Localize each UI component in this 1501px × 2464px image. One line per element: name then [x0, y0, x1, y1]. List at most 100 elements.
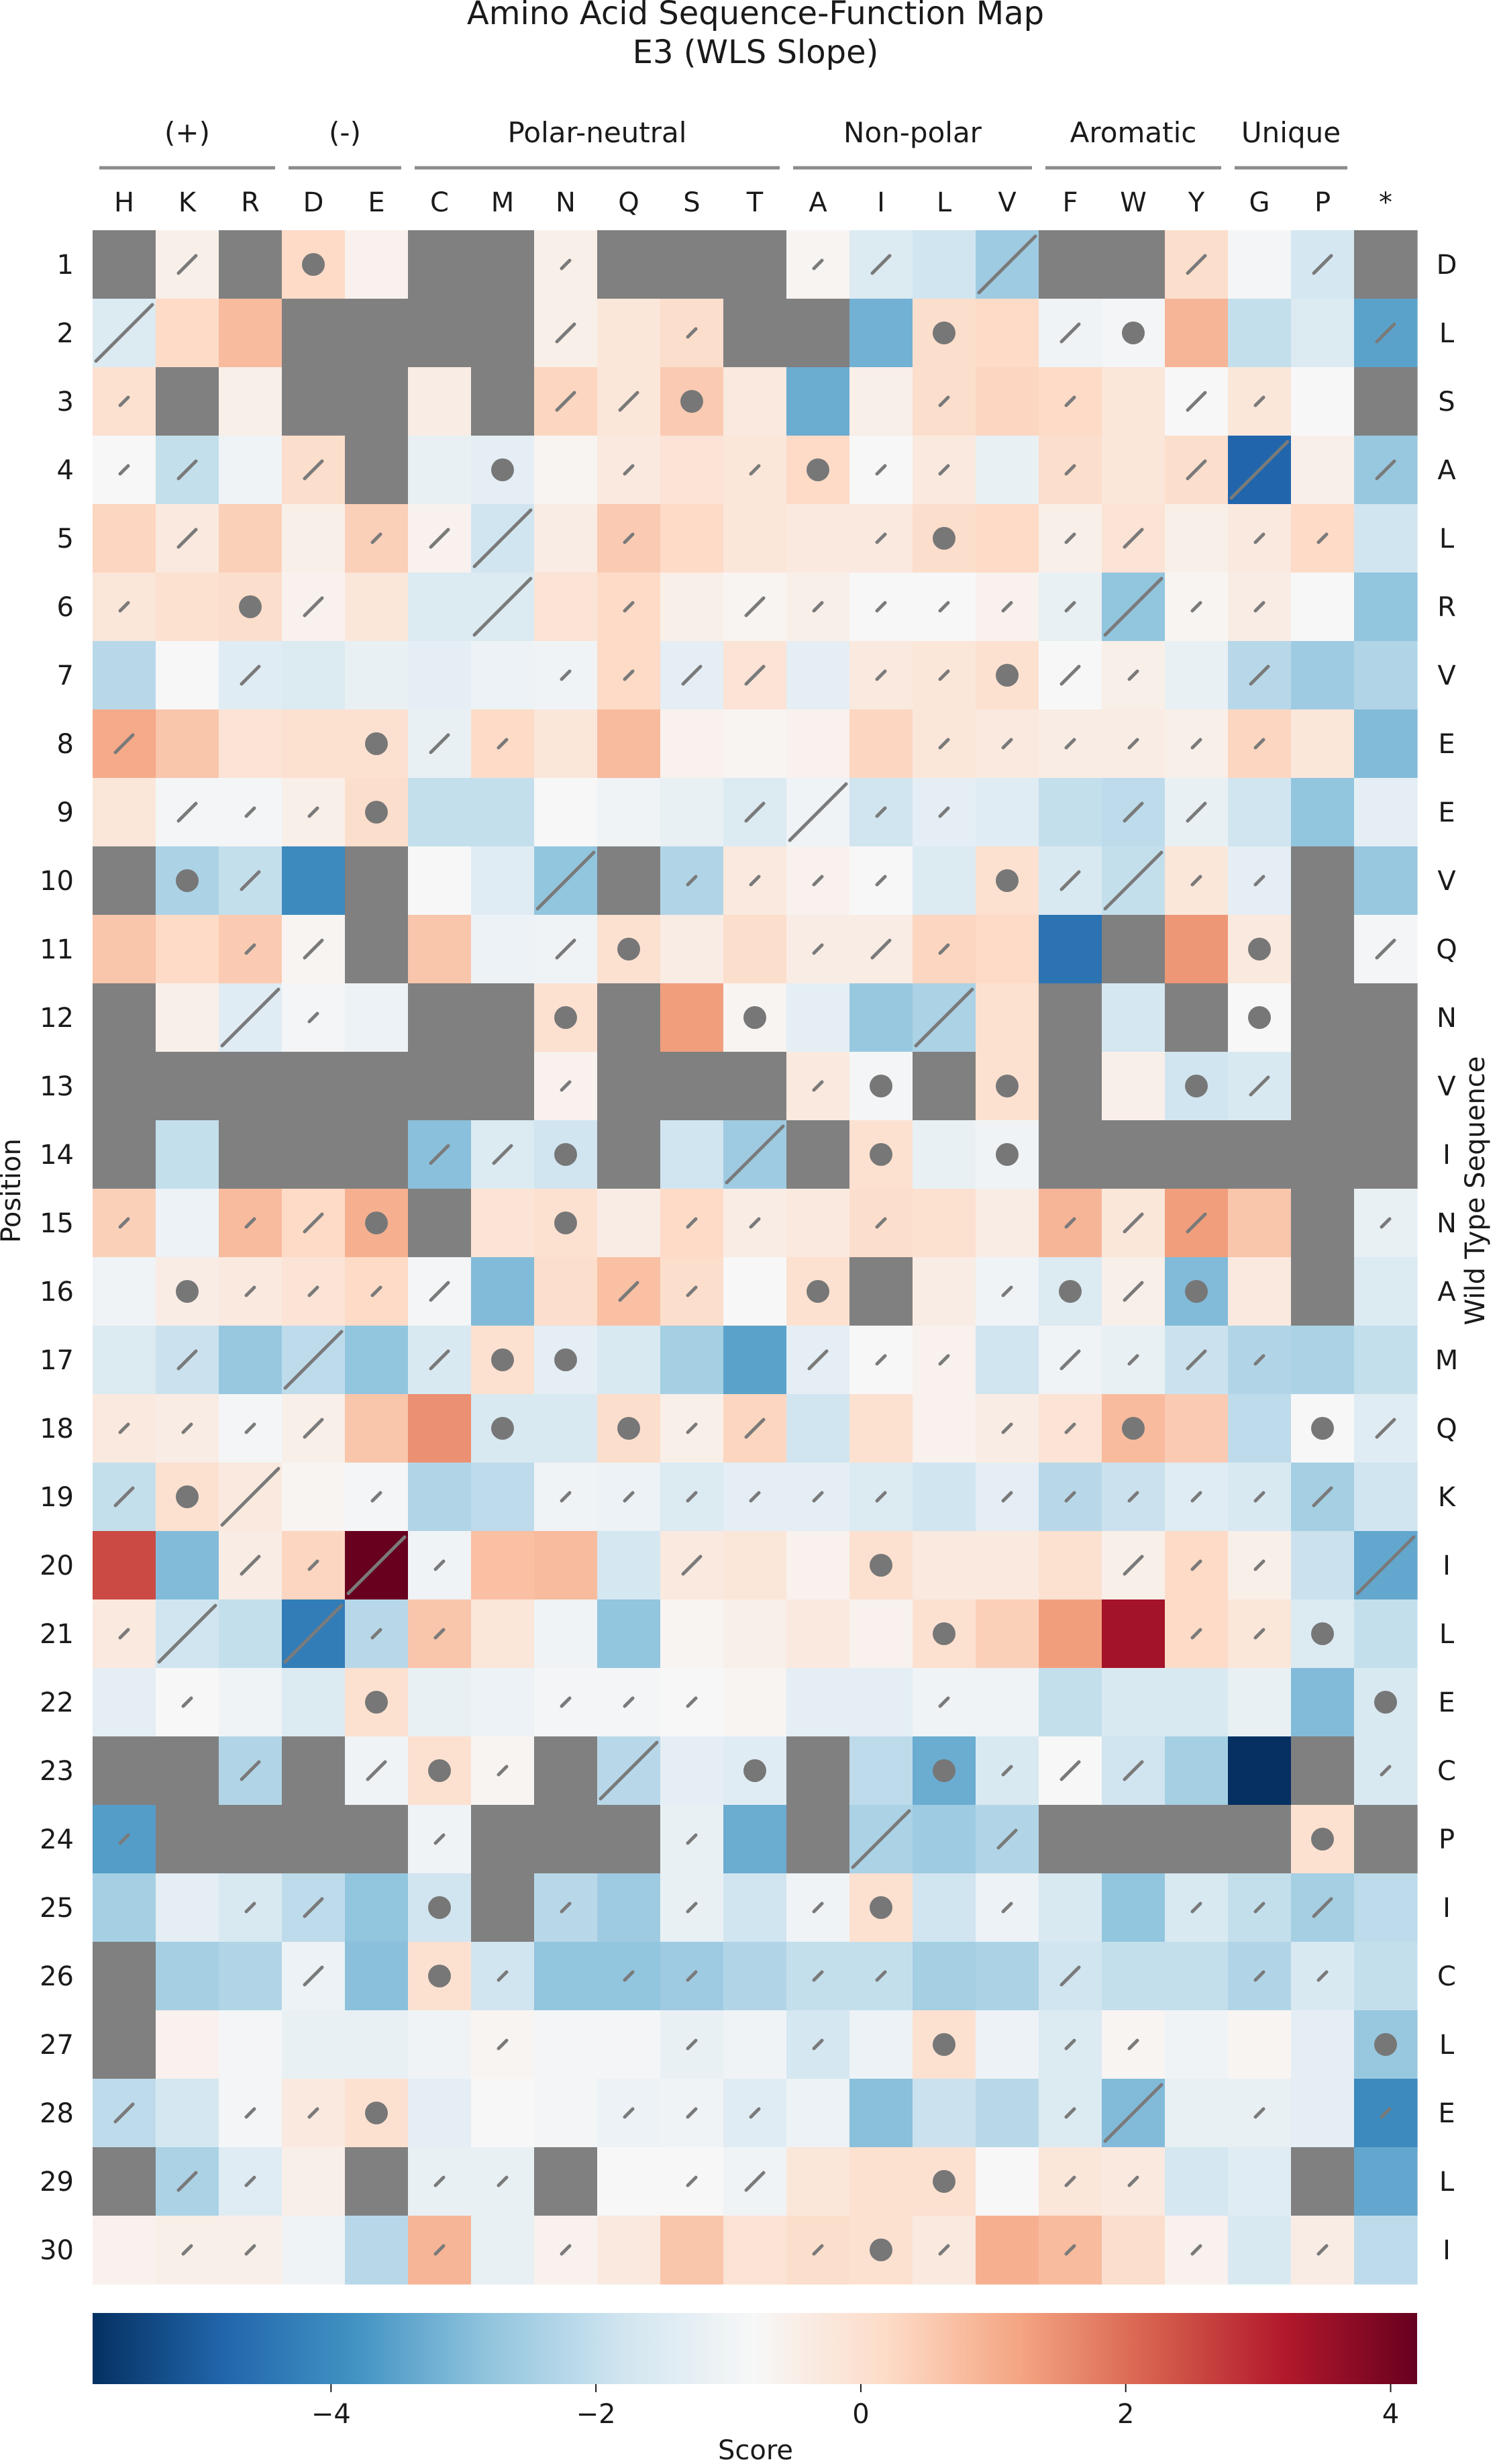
error-slash [240, 1555, 261, 1576]
heatmap-cell [471, 1805, 535, 1874]
colorbar-tick-label: 2 [1117, 2399, 1134, 2430]
error-slash [1186, 801, 1207, 823]
heatmap-cell [976, 367, 1039, 436]
column-label: F [1062, 187, 1078, 218]
heatmap-cell [282, 846, 346, 916]
error-slash [560, 1491, 572, 1503]
wild-type-label: C [1437, 1756, 1456, 1787]
heatmap-cell [345, 573, 409, 642]
error-slash [560, 1080, 572, 1092]
error-slash [244, 1285, 256, 1297]
error-slash [938, 395, 950, 407]
column-label: E [368, 187, 384, 218]
row-label: 21 [40, 1619, 74, 1650]
row-label: 11 [40, 934, 74, 965]
error-slash [812, 2038, 824, 2051]
wild-type-dot [996, 1075, 1019, 1097]
row-label: 14 [40, 1140, 74, 1171]
heatmap-cell [156, 1120, 219, 1189]
error-slash [181, 1422, 193, 1434]
wild-type-label: M [1435, 1345, 1459, 1376]
heatmap-cell [156, 2010, 219, 2079]
wild-type-dot [870, 2238, 892, 2261]
error-slash [113, 2102, 135, 2124]
wild-type-label: V [1437, 1071, 1456, 1102]
error-slash [176, 254, 198, 275]
error-slash [938, 1696, 950, 1708]
column-label: Q [618, 187, 639, 218]
error-slash [370, 532, 382, 544]
error-slash [433, 1628, 446, 1640]
error-slash [623, 1491, 635, 1503]
heatmap-cell [976, 778, 1039, 847]
heatmap-cell [1228, 1668, 1292, 1737]
error-slash [914, 987, 974, 1048]
heatmap-cell [913, 1805, 976, 1874]
error-slash [996, 1828, 1018, 1850]
heatmap-cell [282, 2147, 346, 2216]
heatmap-cell [156, 709, 219, 779]
error-slash [429, 733, 450, 754]
heatmap-cell [976, 299, 1039, 368]
heatmap-cell [471, 1531, 535, 1600]
heatmap-cell [345, 1052, 409, 1121]
heatmap-cell [786, 1599, 850, 1669]
error-slash [1253, 532, 1265, 544]
error-slash [623, 601, 635, 613]
heatmap-cell [1165, 1942, 1229, 2011]
error-slash [118, 464, 130, 476]
error-slash [623, 2107, 635, 2119]
heatmap-cell [408, 1463, 472, 1532]
heatmap-cell [1165, 915, 1229, 984]
error-slash [1123, 1760, 1144, 1781]
heatmap-cell [1102, 436, 1166, 505]
error-slash [1064, 1422, 1076, 1434]
error-slash [307, 1012, 319, 1024]
heatmap-cell [597, 230, 661, 299]
error-slash [744, 664, 766, 686]
wild-type-label: V [1437, 866, 1456, 897]
heatmap-cell [1039, 1052, 1102, 1121]
error-slash [555, 391, 576, 412]
error-slash [938, 669, 950, 681]
heatmap-cell [723, 1599, 787, 1669]
error-slash [686, 1970, 698, 1982]
heatmap-cell [1228, 2147, 1292, 2216]
heatmap-cell [723, 299, 787, 368]
heatmap-cell [471, 846, 535, 916]
heatmap-cell [408, 846, 472, 916]
error-slash [1253, 738, 1265, 750]
column-label: L [937, 187, 952, 218]
error-slash [1355, 1535, 1416, 1595]
error-slash [497, 2175, 509, 2187]
row-label: 9 [57, 797, 74, 828]
heatmap-cell [93, 2147, 156, 2216]
heatmap-cell [1291, 1326, 1355, 1395]
heatmap-cell [1291, 1120, 1355, 1189]
error-slash [1127, 2175, 1139, 2187]
heatmap-cell [723, 915, 787, 984]
error-slash [181, 1696, 193, 1708]
wild-type-dot [176, 869, 199, 892]
error-slash [244, 1902, 256, 1914]
error-slash [1253, 395, 1265, 407]
error-slash [240, 664, 261, 686]
error-slash [429, 528, 450, 549]
heatmap-cell [660, 230, 724, 299]
heatmap-cell [282, 1805, 346, 1874]
heatmap-cell [786, 709, 850, 779]
heatmap-cell [976, 2010, 1039, 2079]
error-slash [812, 943, 824, 955]
error-slash [1001, 1491, 1013, 1503]
row-label: 7 [57, 660, 74, 691]
heatmap-cell [660, 1736, 724, 1806]
heatmap-cell [976, 1531, 1039, 1600]
heatmap-cell [597, 2216, 661, 2285]
heatmap-cell [408, 983, 472, 1052]
heatmap-cell [597, 846, 661, 916]
error-slash [1059, 1760, 1081, 1781]
y2-axis-label: Wild Type Sequence [1460, 1056, 1491, 1326]
heatmap-cell [786, 1120, 850, 1189]
heatmap-cell [471, 230, 535, 299]
